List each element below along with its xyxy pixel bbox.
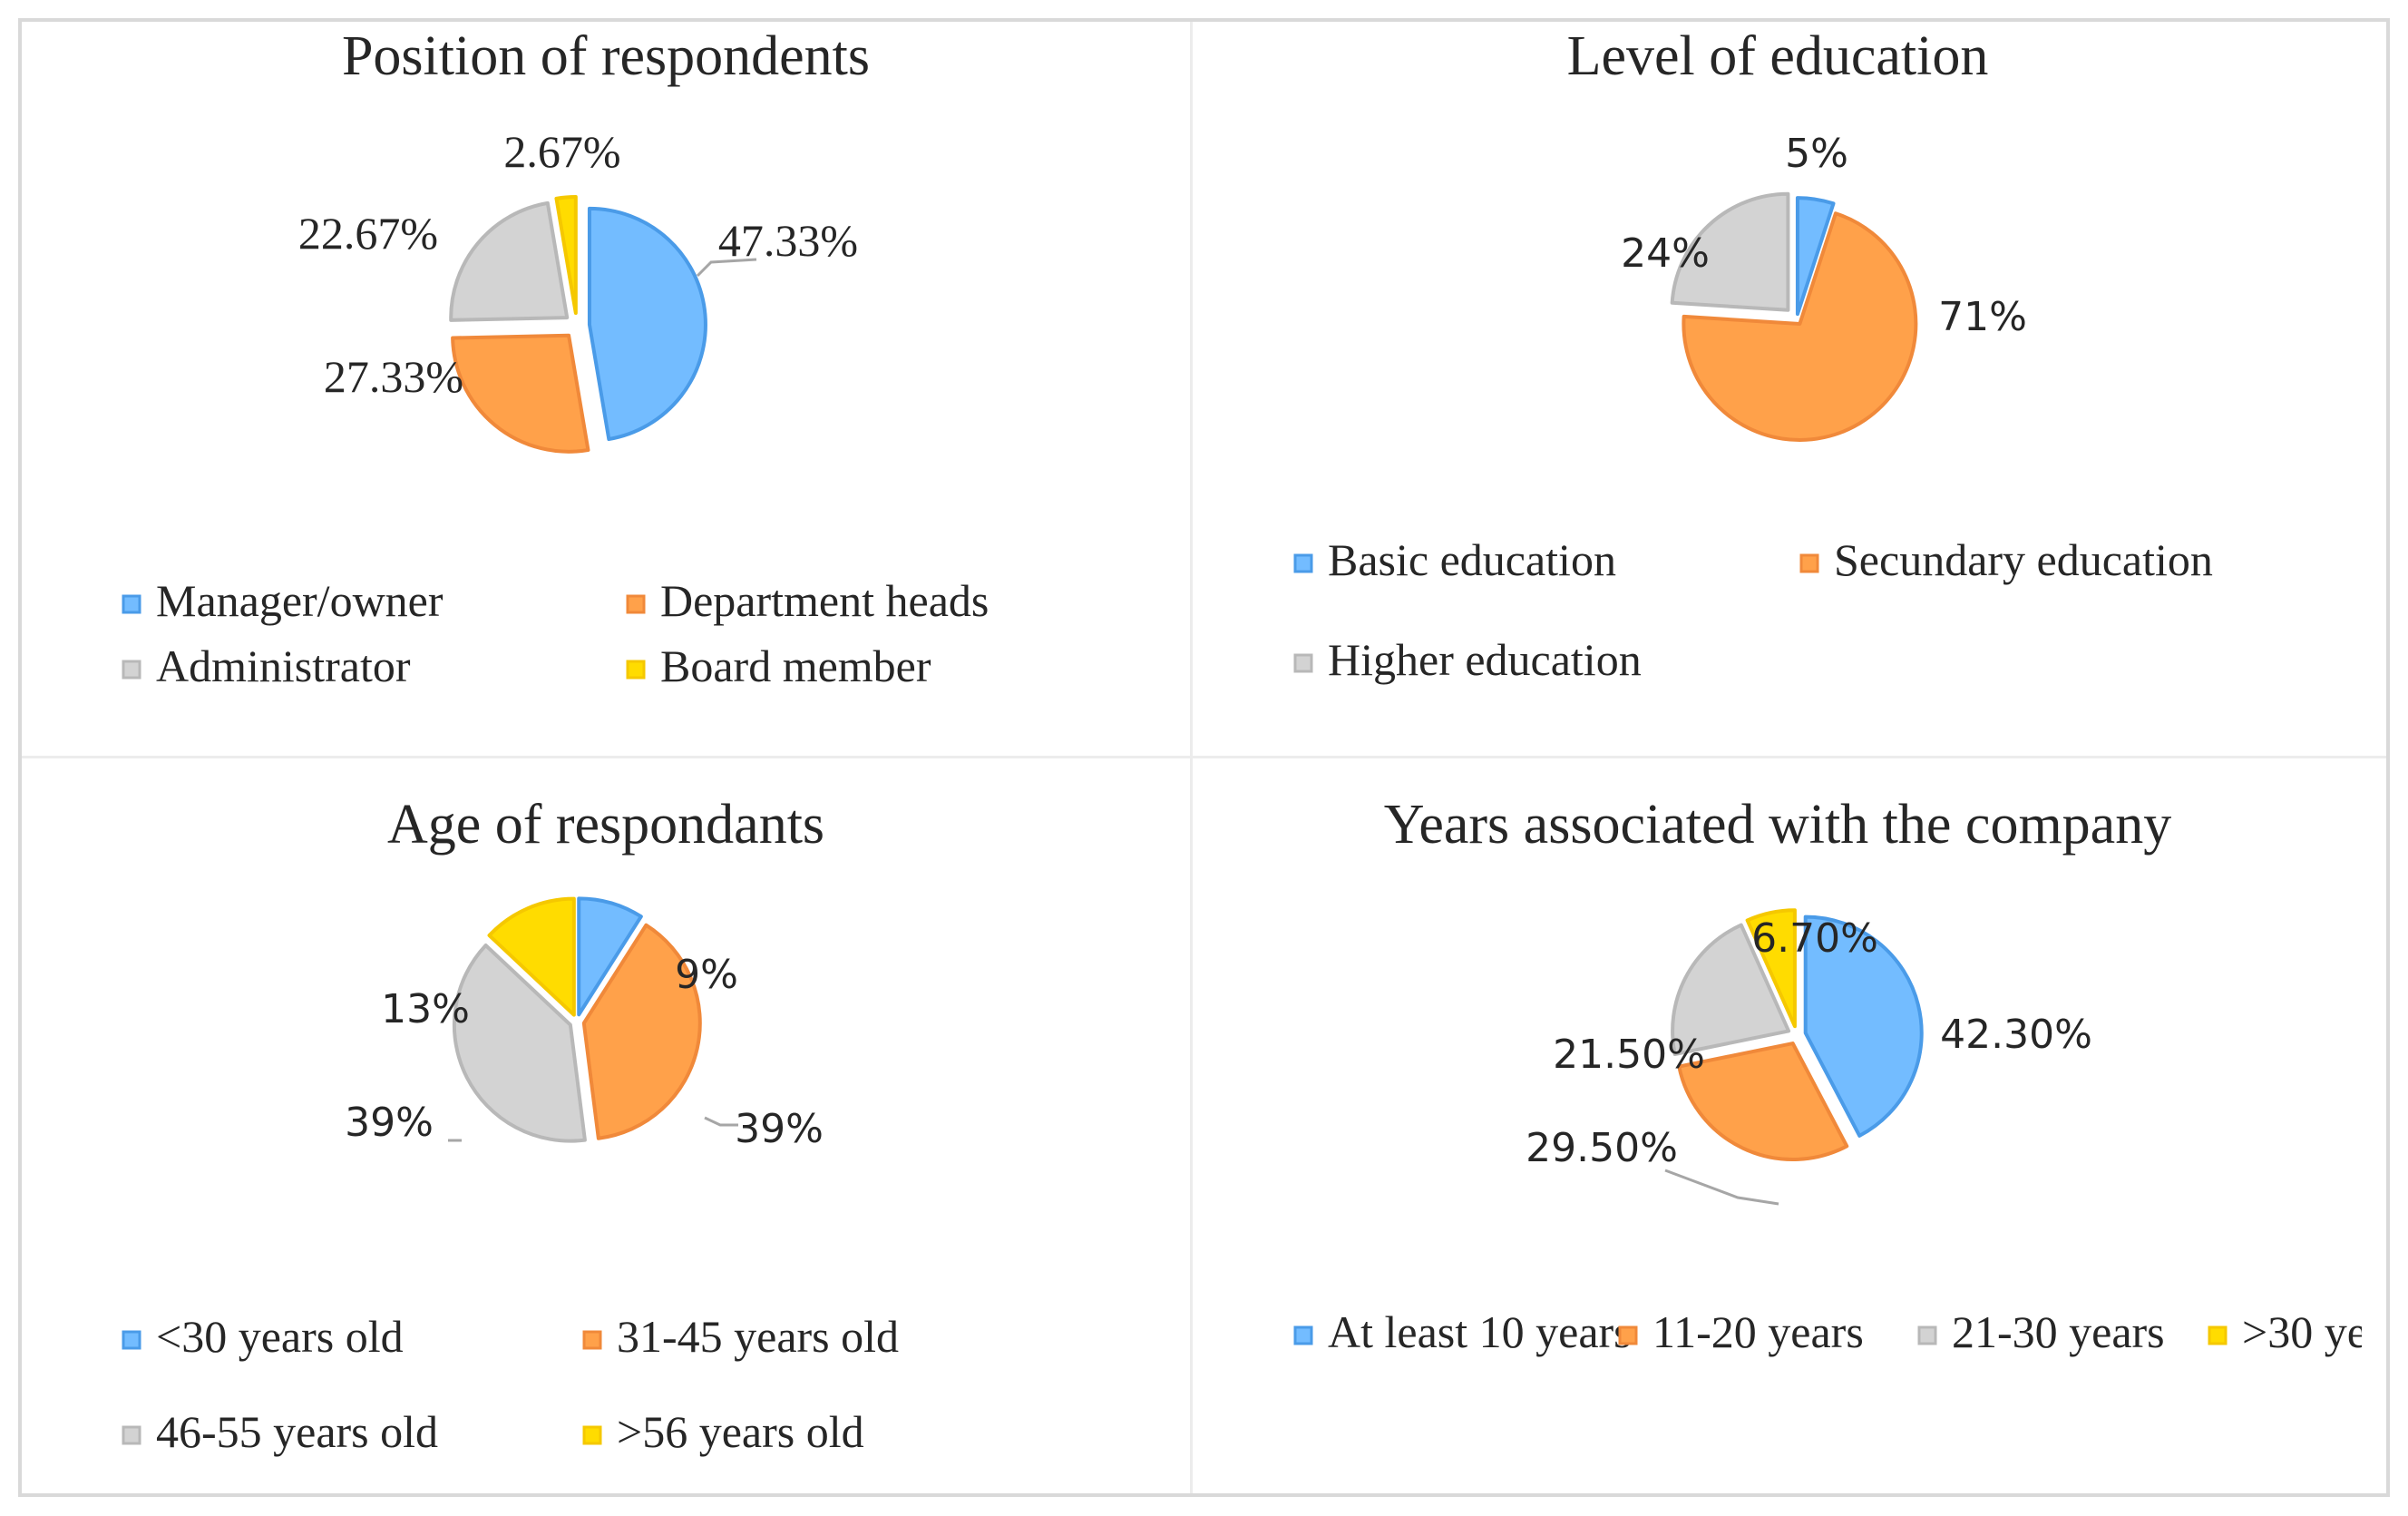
pie-chart-svg: Years associated with the company 42.30% 2… — [1293, 794, 2362, 1357]
data-label: 47.33% — [718, 215, 858, 266]
legend-item-21-30-years: 21-30 years — [1917, 1306, 2165, 1357]
data-label: 2.67% — [503, 126, 620, 177]
legend-swatch — [1293, 653, 1313, 673]
legend-label: >30 years — [2242, 1306, 2362, 1357]
legend-label: 21-30 years — [1952, 1306, 2165, 1357]
chart-title: Age of respondants — [387, 794, 824, 856]
pie-slice-30-years-old — [577, 896, 643, 1017]
pie-slice-46-55-years-old — [452, 944, 587, 1143]
legend-item-11-20-years: 11-20 years — [1618, 1306, 1864, 1357]
legend-label: 46-55 years old — [156, 1406, 438, 1457]
pie-slice-board-member — [554, 195, 578, 316]
legend-swatch — [122, 660, 141, 680]
pie-slice-56-years-old — [487, 896, 576, 1017]
legend-label: Manager/owner — [156, 575, 444, 626]
pie-slice-department-heads — [451, 333, 590, 454]
legend-label: Board member — [660, 641, 931, 691]
data-label: 21.50% — [1553, 1032, 1705, 1078]
legend-item-30-years: >30 years — [2208, 1306, 2362, 1357]
figure-frame — [18, 18, 2390, 1497]
pie-slice-11-20-years — [1677, 1042, 1849, 1162]
legend-item-secundary-education: Secundary education — [1799, 534, 2213, 585]
legend-label: Basic education — [1328, 534, 1616, 585]
data-label: 9% — [675, 952, 738, 998]
legend-swatch — [122, 594, 141, 614]
legend-item-46-55-years-old: 46-55 years old — [122, 1406, 438, 1457]
pie-slice-at-least-10-years — [1803, 914, 1924, 1138]
leader-line — [696, 258, 757, 278]
legend-swatch — [122, 1425, 141, 1445]
leader-line — [1664, 1169, 1779, 1206]
legend-label: 11-20 years — [1652, 1306, 1864, 1357]
pie-slice-administrator — [449, 201, 570, 322]
legend-swatch — [122, 1330, 141, 1350]
pie-slice-higher-education — [1670, 191, 1790, 312]
data-label: 27.33% — [324, 351, 463, 402]
legend-label: Department heads — [660, 575, 989, 626]
legend-item-31-45-years-old: 31-45 years old — [582, 1311, 899, 1362]
chart-level-of-education: Level of education 5% 71% 24% Basic educatio… — [1194, 22, 2362, 756]
legend-label: Administrator — [156, 641, 411, 691]
leader-line — [704, 1116, 738, 1127]
legend-swatch — [626, 594, 646, 614]
data-label: 39% — [735, 1106, 824, 1152]
legend-item-higher-education: Higher education — [1293, 634, 1642, 685]
data-label: 6.70% — [1751, 915, 1878, 962]
legend-label: Higher education — [1328, 634, 1642, 685]
pie-slice-31-45-years-old — [581, 923, 702, 1140]
legend-item-basic-education: Basic education — [1293, 534, 1616, 585]
data-label: 5% — [1785, 131, 1848, 177]
data-label: 71% — [1938, 294, 2027, 340]
legend-item-56-years-old: >56 years old — [582, 1406, 864, 1457]
legend-item-administrator: Administrator — [122, 641, 411, 691]
pie-chart-svg: Level of education 5% 71% 24% Basic educatio… — [1293, 25, 2213, 685]
legend-item-at-least-10-years: At least 10 years — [1293, 1306, 1632, 1357]
legend-swatch — [582, 1425, 602, 1445]
legend-item-manager-owner: Manager/owner — [122, 575, 444, 626]
pie-slice-30-years — [1745, 908, 1797, 1029]
pie-chart-svg: Position of respondents 47.33% 27.33% 22.67… — [122, 25, 989, 691]
data-label: 29.50% — [1526, 1125, 1678, 1171]
legend-swatch — [1917, 1325, 1937, 1345]
legend-label: <30 years old — [156, 1311, 404, 1362]
legend-swatch — [1293, 1325, 1313, 1345]
chart-years-associated: Years associated with the company 42.30% 2… — [1194, 759, 2362, 1493]
legend-swatch — [1293, 553, 1313, 573]
legend-item-department-heads: Department heads — [626, 575, 989, 626]
data-label: 42.30% — [1940, 1012, 2092, 1058]
pie-slice-secundary-education — [1682, 211, 1918, 442]
chart-title: Level of education — [1567, 25, 1989, 87]
legend-item-board-member: Board member — [626, 641, 931, 691]
pie-slice-21-30-years — [1671, 923, 1791, 1056]
pie-chart-svg: Age of respondants 9% 39% 39% 13% <30 years o… — [122, 794, 899, 1457]
legend-swatch — [2208, 1325, 2228, 1345]
data-label: 22.67% — [298, 208, 438, 259]
legend-label: >56 years old — [617, 1406, 864, 1457]
legend-label: Secundary education — [1834, 534, 2213, 585]
legend-swatch — [1618, 1325, 1638, 1345]
panel-divider-horizontal — [22, 756, 2386, 758]
pie-slice-basic-education — [1795, 196, 1836, 317]
legend-item-30-years-old: <30 years old — [122, 1311, 404, 1362]
legend-label: 31-45 years old — [617, 1311, 899, 1362]
legend-swatch — [626, 660, 646, 680]
legend-swatch — [1799, 553, 1819, 573]
chart-age-of-respondants: Age of respondants 9% 39% 39% 13% <30 years o… — [22, 759, 1190, 1493]
legend-swatch — [582, 1330, 602, 1350]
chart-title: Position of respondents — [342, 25, 870, 87]
chart-title: Years associated with the company — [1384, 794, 2171, 856]
data-label: 24% — [1621, 230, 1710, 277]
chart-position-of-respondents: Position of respondents 47.33% 27.33% 22.67… — [22, 22, 1190, 756]
data-label: 39% — [345, 1100, 434, 1146]
pie-slice-manager-owner — [587, 206, 707, 442]
data-label: 13% — [381, 986, 470, 1032]
legend-label: At least 10 years — [1328, 1306, 1632, 1357]
